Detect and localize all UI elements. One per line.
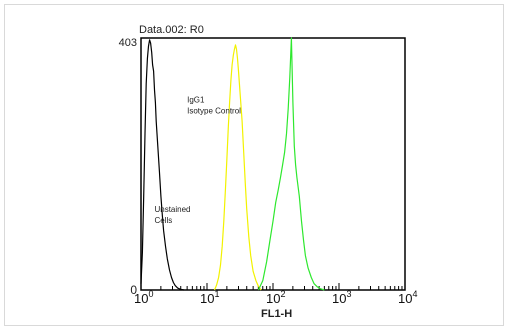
x-axis-label: FL1-H <box>261 308 292 320</box>
x-tick-exponent: 1 <box>214 289 219 299</box>
annotation-line: Isotype Control <box>187 106 241 115</box>
histogram-series-2 <box>213 44 262 291</box>
chart-title: Data.002: R0 <box>139 24 204 36</box>
y-tick-label-max: 403 <box>119 37 137 49</box>
x-tick-exponent: 2 <box>280 289 285 299</box>
histogram-series-3 <box>257 37 325 291</box>
annotation-line: IgG1 <box>187 95 205 104</box>
x-tick-exponent: 4 <box>412 289 417 299</box>
x-tick-label: 101 <box>200 289 219 306</box>
plot-area-border <box>140 37 406 291</box>
x-tick-base: 10 <box>266 291 280 306</box>
x-tick-label: 104 <box>398 289 417 306</box>
x-tick-exponent: 0 <box>148 289 153 299</box>
annotation-label-2: IgG1 Isotype Control <box>187 95 241 115</box>
histogram-series-1 <box>140 39 185 291</box>
x-tick-label: 103 <box>332 289 351 306</box>
x-tick-base: 10 <box>134 291 148 306</box>
x-tick-exponent: 3 <box>346 289 351 299</box>
x-tick-label: 100 <box>134 289 153 306</box>
annotation-label-1: Unstained Cells <box>154 205 190 225</box>
x-tick-base: 10 <box>398 291 412 306</box>
x-tick-base: 10 <box>332 291 346 306</box>
y-tick-label-min: 0 <box>130 283 137 297</box>
annotation-line: Cells <box>154 216 172 225</box>
x-tick-label: 102 <box>266 289 285 306</box>
annotation-line: Unstained <box>154 205 190 214</box>
x-tick-base: 10 <box>200 291 214 306</box>
